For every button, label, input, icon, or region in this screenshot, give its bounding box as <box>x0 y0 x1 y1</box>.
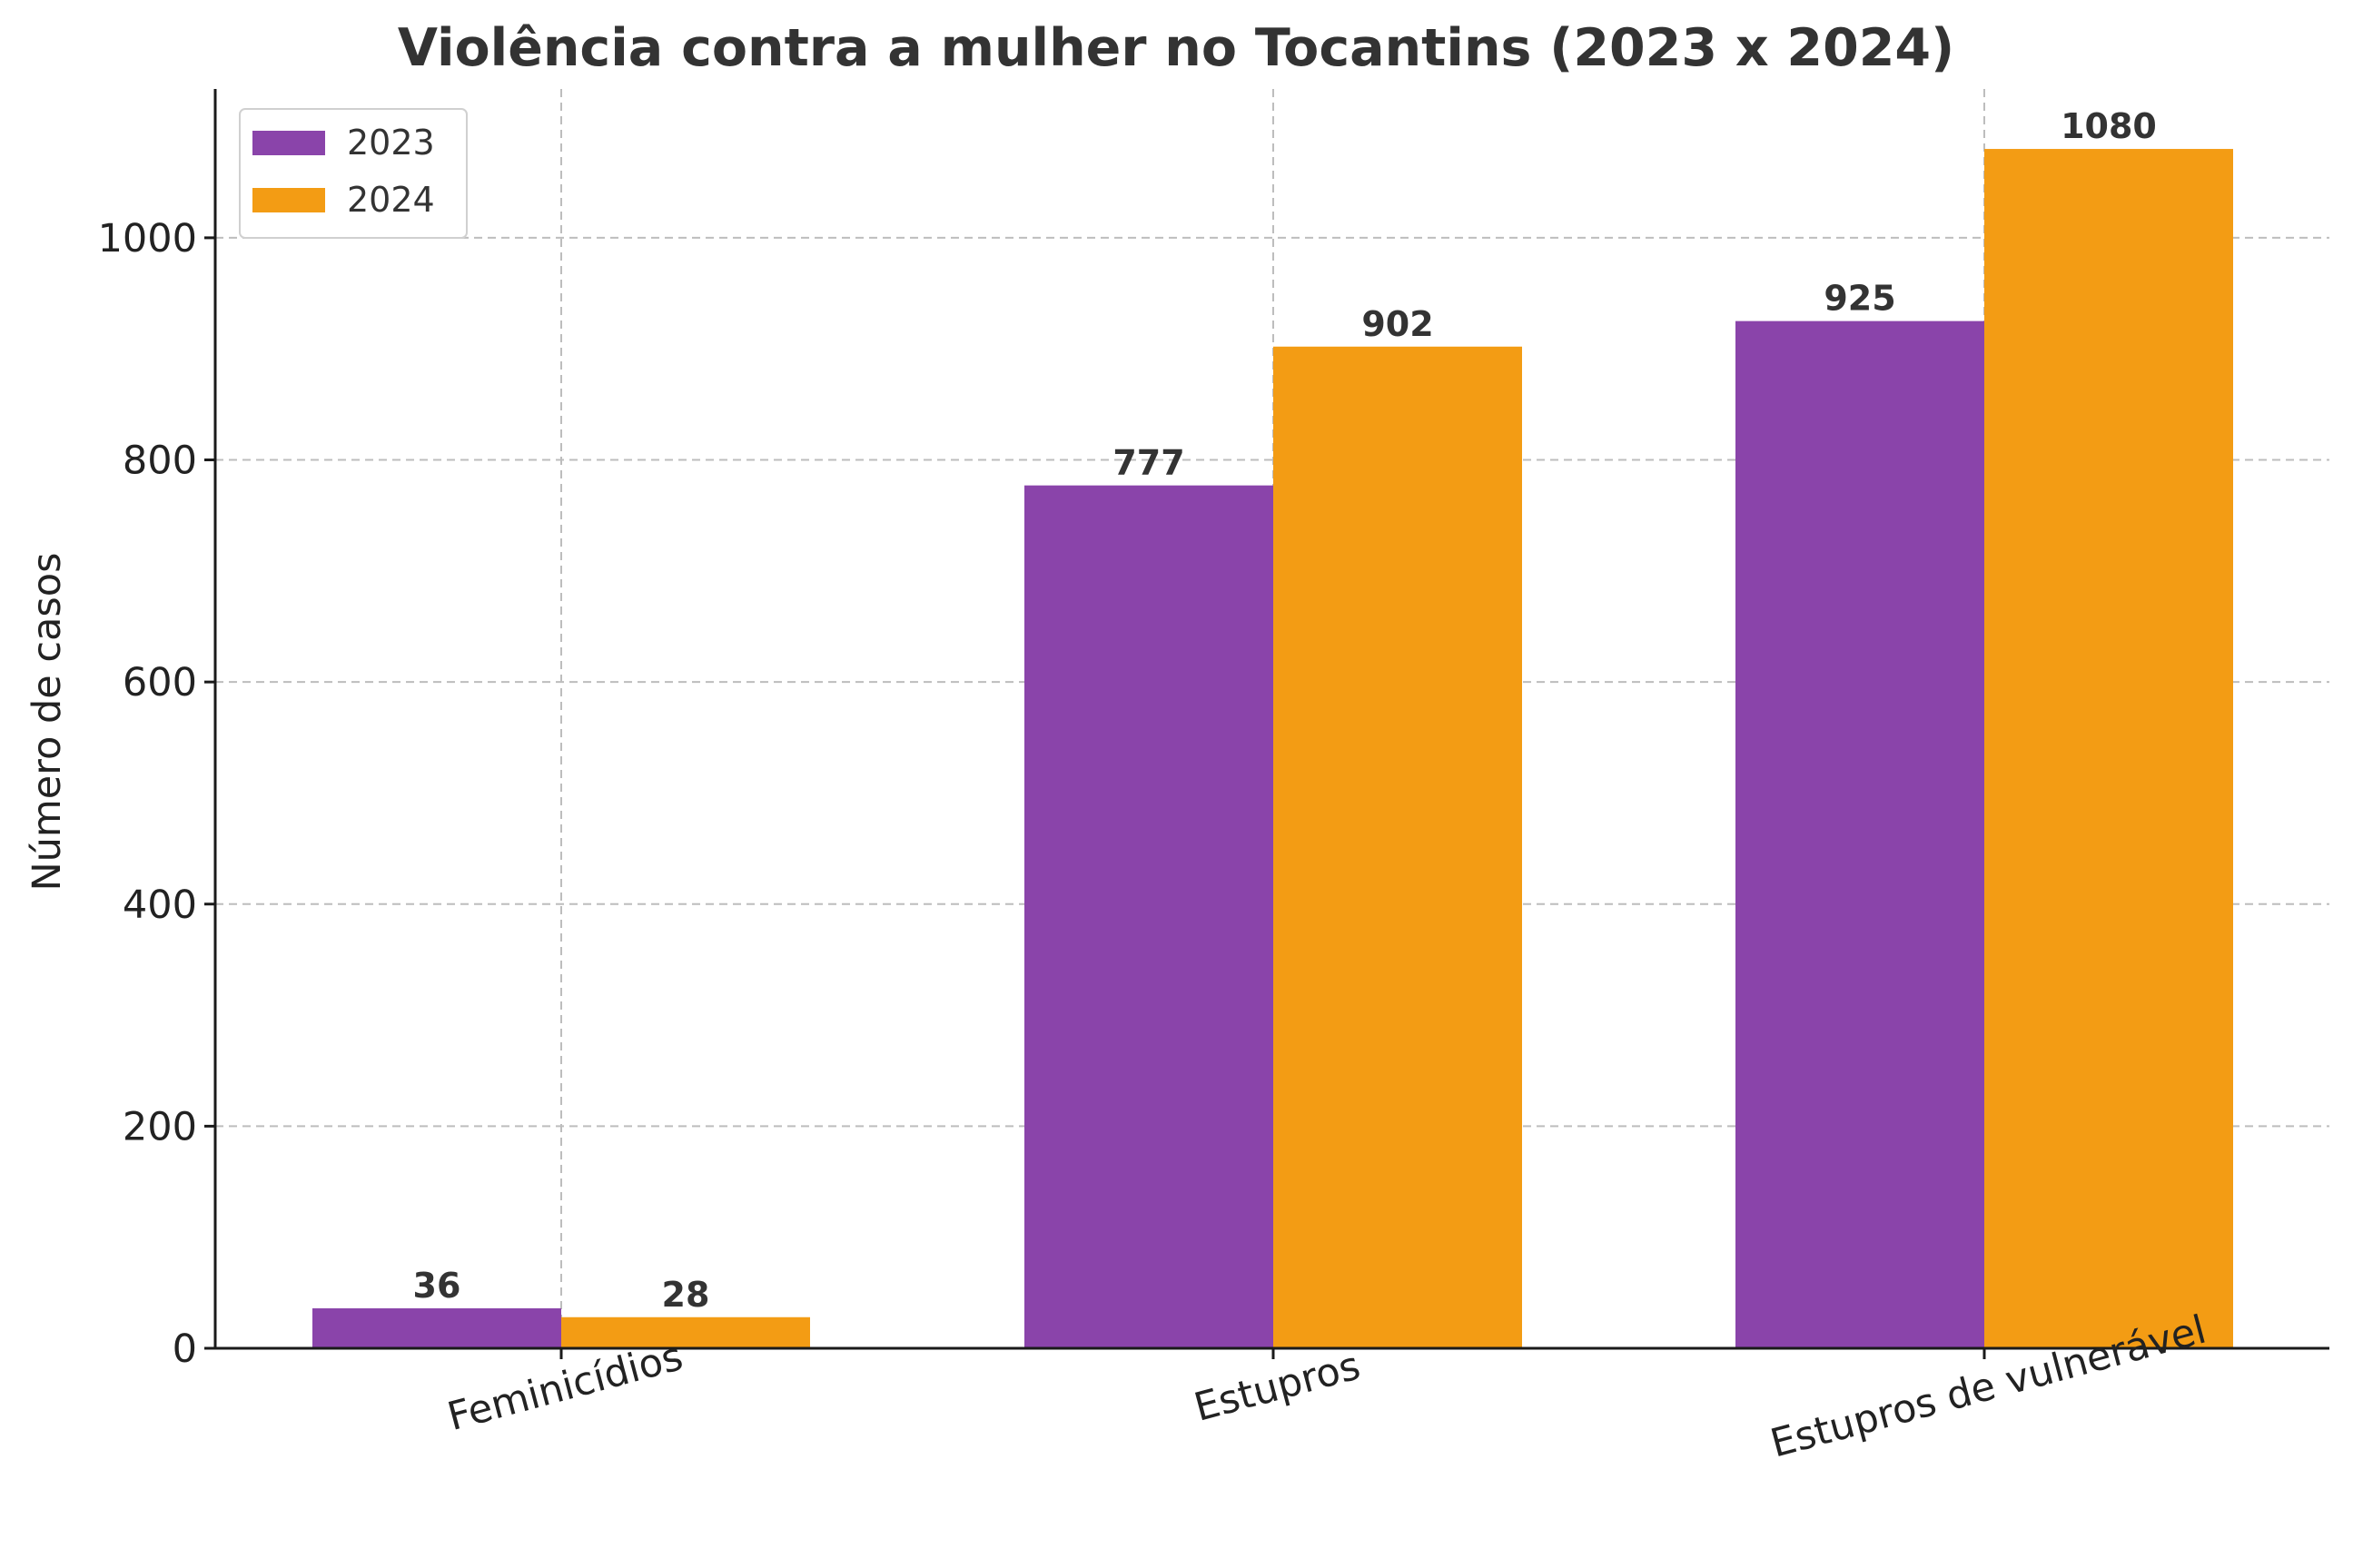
value-label: 902 <box>1361 304 1433 344</box>
bar-2024-2 <box>1984 149 2233 1349</box>
value-label: 1080 <box>2061 106 2157 146</box>
y-tick-label: 200 <box>123 1104 197 1149</box>
bar-2023-0 <box>312 1307 561 1348</box>
x-tick-label: Estupros <box>1190 1343 1365 1431</box>
value-label: 28 <box>662 1275 710 1315</box>
bar-2023-1 <box>1024 485 1273 1348</box>
y-axis-label: Número de casos <box>25 553 70 892</box>
legend-swatch-2024 <box>252 188 325 212</box>
legend-swatch-2023 <box>252 131 325 155</box>
y-tick-label: 0 <box>173 1326 197 1372</box>
legend-label-2024: 2024 <box>347 180 435 220</box>
y-tick-label: 800 <box>123 439 197 484</box>
axes <box>204 89 2329 1359</box>
y-tick-label: 1000 <box>98 216 197 261</box>
chart-title: Violência contra a mulher no Tocantins (… <box>398 18 1954 78</box>
bar-2023-2 <box>1735 321 1984 1348</box>
value-label: 36 <box>413 1266 461 1306</box>
bar-2024-0 <box>561 1317 810 1348</box>
legend: 2023 2024 <box>239 108 468 239</box>
value-label: 925 <box>1824 279 1895 319</box>
bar-2024-1 <box>1273 346 1522 1348</box>
y-tick-label: 400 <box>123 883 197 928</box>
value-label: 777 <box>1112 443 1184 483</box>
x-tick-label-group: Estupros <box>1190 1343 1365 1431</box>
y-tick-label: 600 <box>123 660 197 705</box>
legend-label-2023: 2023 <box>347 123 435 163</box>
x-tick-label-group: Feminicídios <box>443 1334 687 1440</box>
bars <box>312 149 2233 1349</box>
x-tick-label: Feminicídios <box>443 1334 687 1440</box>
